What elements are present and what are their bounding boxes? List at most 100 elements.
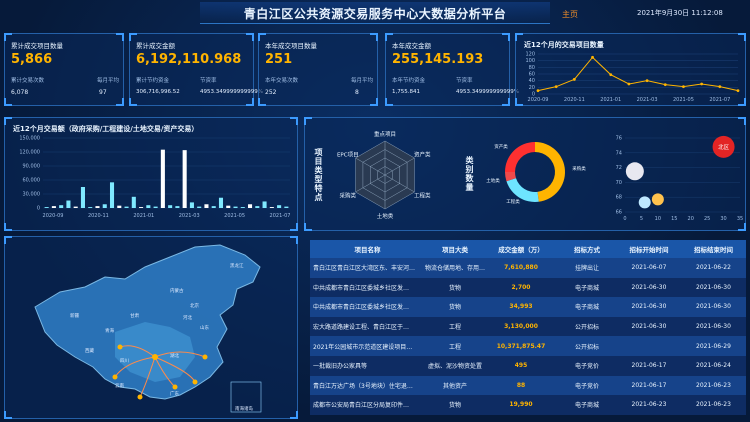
stat-sub1-value: 6,078	[11, 89, 29, 96]
donut-slice	[535, 142, 565, 202]
bar	[233, 206, 238, 208]
map-labels: 黑龙江 内蒙古 新疆 西藏 四川 青海 甘肃 北京 河北 山东 湖北 广东 云南…	[70, 262, 253, 412]
stat-sub2-value: 97	[99, 89, 107, 96]
x-tick-label: 20	[688, 216, 694, 222]
donut-legend-label: 资产类	[494, 143, 508, 150]
table-row[interactable]: 中共成都市青白江区委城乡社区发… 货物 34,993 电子商城 2021-06-30 20…	[310, 297, 746, 317]
bar	[109, 182, 115, 208]
x-tick-label: 2021-07	[270, 213, 291, 219]
map-label-gansu: 甘肃	[130, 312, 139, 319]
bar-chart-title: 近12个月交易额（政府采购/工程建设/土地交易/资产交易）	[13, 125, 199, 133]
stat-sub2-label: 每月平均	[351, 78, 374, 84]
x-tick-label: 25	[704, 216, 710, 222]
bar	[197, 206, 202, 208]
table-row[interactable]: 青白江区青白江区大湾区东、丰安河… 物流仓储用地、存用… 7,610,880 挂牌出让…	[310, 258, 746, 278]
y-tick-label: 150,000	[19, 136, 40, 142]
cell-end: 2021-06-22	[680, 258, 746, 278]
scatter-bubble	[638, 196, 651, 209]
south-sea-inset	[230, 381, 262, 413]
line-point	[572, 77, 576, 81]
cell-start: 2021-06-17	[616, 375, 681, 396]
stat-value: 255,145.193	[392, 52, 484, 67]
radar-axis-label: 采购类	[340, 192, 357, 200]
col-amount: 成交金额（万）	[485, 240, 557, 258]
y-tick-label: 66	[616, 210, 622, 216]
bar	[102, 204, 107, 208]
x-tick-label: 2020-11	[564, 97, 585, 103]
cell-start	[616, 336, 681, 356]
x-tick-label: 35	[737, 216, 743, 222]
bar-chart-panel: 近12个月交易额（政府采购/工程建设/土地交易/资产交易） 0 30,000 60,…	[4, 117, 298, 231]
x-tick-label: 2020-09	[43, 213, 64, 219]
bar	[139, 207, 144, 208]
cell-end: 2021-06-30	[680, 277, 746, 298]
y-tick-label: 76	[616, 136, 622, 142]
map-label-hubei: 湖北	[170, 352, 179, 359]
cell-category: 货物	[424, 297, 485, 317]
bar	[88, 207, 93, 208]
cell-amount: 495	[485, 355, 557, 376]
stat-value: 251	[265, 52, 293, 67]
donut-slice	[505, 142, 535, 172]
y-tick-label: 0	[532, 92, 535, 98]
cell-end: 2021-06-30	[680, 316, 746, 337]
bar	[255, 206, 260, 208]
line-point	[609, 73, 613, 77]
x-tick-label: 2021-01	[133, 213, 154, 219]
y-tick-label: 90,000	[23, 164, 41, 170]
y-tick-label: 20	[529, 85, 535, 91]
bar	[51, 206, 56, 208]
table-row[interactable]: 中共成都市青白江区委城乡社区发… 货物 2,700 电子商城 2021-06-30 202…	[310, 277, 746, 298]
table-row[interactable]: 2021年公园城市示范道区建设项目… 工程 10,371,875.47 公开招标 202…	[310, 336, 746, 356]
datetime: 2021年9月30日 11:12:08	[637, 9, 723, 17]
cell-start: 2021-06-30	[616, 297, 681, 317]
bar	[160, 149, 165, 208]
col-end-time: 招标结束时间	[680, 240, 746, 258]
x-tick-label: 2021-07	[709, 97, 730, 103]
bar	[175, 206, 180, 208]
cell-amount: 3,130,000	[485, 316, 557, 337]
bar	[277, 205, 282, 208]
x-tick-label: 0	[623, 216, 626, 222]
x-tick-label: 2020-09	[528, 97, 549, 103]
radar-axis-label: 重点项目	[374, 130, 396, 138]
table-row[interactable]: 青白江万达广场（3号地块）住宅退… 其他资产 88 电子竞价 2021-06-17 202…	[310, 375, 746, 396]
bar	[211, 206, 216, 208]
table-header-row: 项目名称 项目大类 成交金额（万） 招标方式 招标开始时间 招标结束时间	[310, 240, 746, 258]
cell-amount: 88	[485, 375, 557, 396]
stat-sub1-label: 累计交易次数	[11, 78, 45, 84]
cell-end: 2021-06-24	[680, 355, 746, 376]
col-start-time: 招标开始时间	[616, 240, 681, 258]
cell-category: 物流仓储用地、存用…	[424, 258, 485, 278]
map-label-hebei: 河北	[183, 314, 192, 321]
y-tick-label: 74	[616, 150, 622, 156]
bar-chart: 0 30,000 60,000 90,000 120,000 150,000 2020-09…	[19, 136, 291, 220]
bar	[204, 204, 209, 208]
line-point	[682, 85, 685, 89]
table-row[interactable]: 成都市公安局青白江区分局复印件… 货物 19,990 电子商城 2021-06-23 20…	[310, 395, 746, 415]
table-row[interactable]: 宏大路道路建设工程、青白江区于… 工程 3,130,000 公开招标 2021-06-3…	[310, 316, 746, 337]
y-tick-label: 72	[616, 165, 622, 171]
stat-sub2-value: 4953.349999999999%	[200, 89, 263, 95]
x-tick-label: 15	[671, 216, 677, 222]
title-bar	[200, 2, 550, 24]
cell-start: 2021-06-30	[616, 316, 681, 337]
map-label-guangdong: 广东	[170, 390, 179, 397]
line-point	[536, 89, 540, 93]
donut-legend-label: 土地类	[486, 177, 500, 184]
table-row[interactable]: 一批裁旧办公家具等 虚拟、泥沙物资处置 495 电子竞价 2021-06-17 2021-…	[310, 355, 746, 376]
cell-method: 电子商城	[556, 395, 617, 415]
stat-sub1-label: 累计节约资金	[136, 78, 170, 84]
bar	[59, 205, 64, 208]
bar	[284, 206, 289, 208]
home-link[interactable]: 主页	[562, 10, 578, 19]
radar-spoke	[355, 174, 386, 193]
page-title: 青白江区公共资源交易服务中心大数据分析平台	[243, 7, 507, 21]
radar-axis-label: 资产类	[414, 151, 431, 159]
cell-category: 工程	[424, 316, 485, 337]
header: 青白江区公共资源交易服务中心大数据分析平台 主页 2021年9月30日 11:1…	[0, 0, 750, 28]
bar	[66, 200, 71, 208]
bar	[182, 150, 187, 208]
stat-sub2-label: 每月平均	[97, 78, 120, 84]
donut-slice	[506, 178, 539, 202]
